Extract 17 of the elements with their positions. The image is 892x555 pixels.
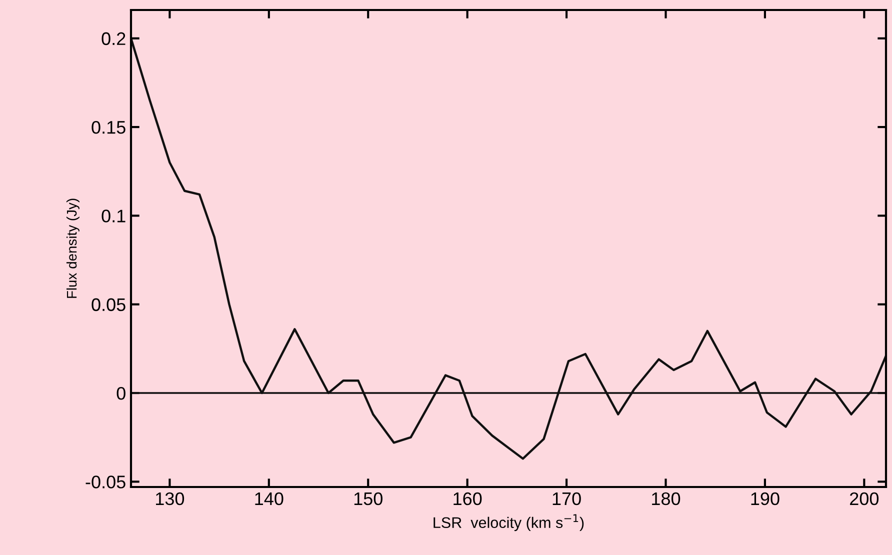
line-series — [131, 37, 886, 460]
x-tick-label: 130 — [156, 492, 184, 506]
x-tick-label: 190 — [751, 492, 780, 506]
y-tick-label: 0.1 — [102, 210, 126, 222]
x-tick-label: 180 — [652, 492, 680, 506]
x-tick-label: 150 — [354, 492, 382, 506]
x-tick-label: 160 — [454, 492, 482, 506]
y-axis-title: Flux density (Jy) — [66, 198, 80, 298]
y-tick-label: 0.2 — [102, 32, 126, 46]
y-tick-label: -0.05 — [86, 476, 126, 488]
x-tick-label: 200 — [850, 492, 879, 506]
x-tick-label: 140 — [255, 492, 284, 506]
y-tick-label: 0 — [116, 386, 126, 400]
x-axis-title: LSR velocity (km s$^{−1}$) — [434, 514, 584, 532]
x-tick-label: 170 — [552, 492, 581, 506]
y-tick-label: 0.05 — [92, 298, 126, 312]
y-tick-label: 0.15 — [92, 120, 126, 134]
